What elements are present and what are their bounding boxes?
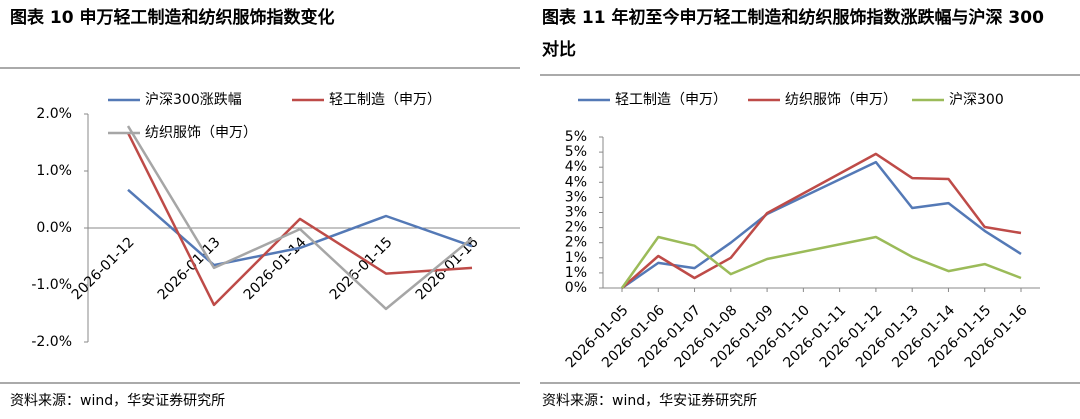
legend-label: 纺织服饰（申万） [785, 92, 897, 108]
series-line [127, 188, 473, 267]
y-tick-label: 0% [565, 280, 587, 296]
series-line [126, 132, 473, 307]
y-tick-label: 1.0% [36, 163, 72, 179]
legend-label: 轻工制造（申万） [329, 92, 441, 108]
y-tick-label: 4% [565, 174, 587, 190]
chart-title: 图表 11 年初至今申万轻工制造和纺织服饰指数涨跌幅与沪深 300 对比 [542, 7, 1050, 60]
y-tick-label: 1% [565, 265, 587, 281]
y-tick-label: -1.0% [31, 277, 72, 293]
x-tick-label: 2026-01-12 [69, 234, 138, 303]
y-tick-label: 2% [565, 220, 587, 236]
source-note: 资料来源：wind，华安证券研究所 [10, 393, 225, 409]
series-line [621, 152, 1022, 289]
legend-label: 轻工制造（申万） [615, 92, 727, 108]
y-tick-label: 0.0% [36, 220, 72, 236]
y-tick-label: -2.0% [31, 334, 72, 350]
y-tick-label: 5% [565, 144, 587, 160]
source-note: 资料来源：wind，华安证券研究所 [542, 393, 757, 409]
series-line [621, 160, 1022, 290]
series-line [126, 125, 473, 311]
y-tick-label: 3% [565, 205, 587, 221]
legend-label: 纺织服饰（申万） [145, 125, 257, 141]
x-tick-label: 2026-01-15 [327, 234, 396, 303]
series-line [620, 235, 1022, 289]
chart-title: 图表 10 申万轻工制造和纺织服饰指数变化 [10, 7, 335, 28]
legend-label: 沪深300 [949, 92, 1004, 108]
y-tick-label: 3% [565, 189, 587, 205]
y-tick-label: 5% [565, 129, 587, 145]
legend-label: 沪深300涨跌幅 [145, 92, 242, 108]
y-tick-label: 2% [565, 235, 587, 251]
y-tick-label: 1% [565, 250, 587, 266]
y-tick-label: 2.0% [36, 106, 72, 122]
y-tick-label: 4% [565, 159, 587, 175]
